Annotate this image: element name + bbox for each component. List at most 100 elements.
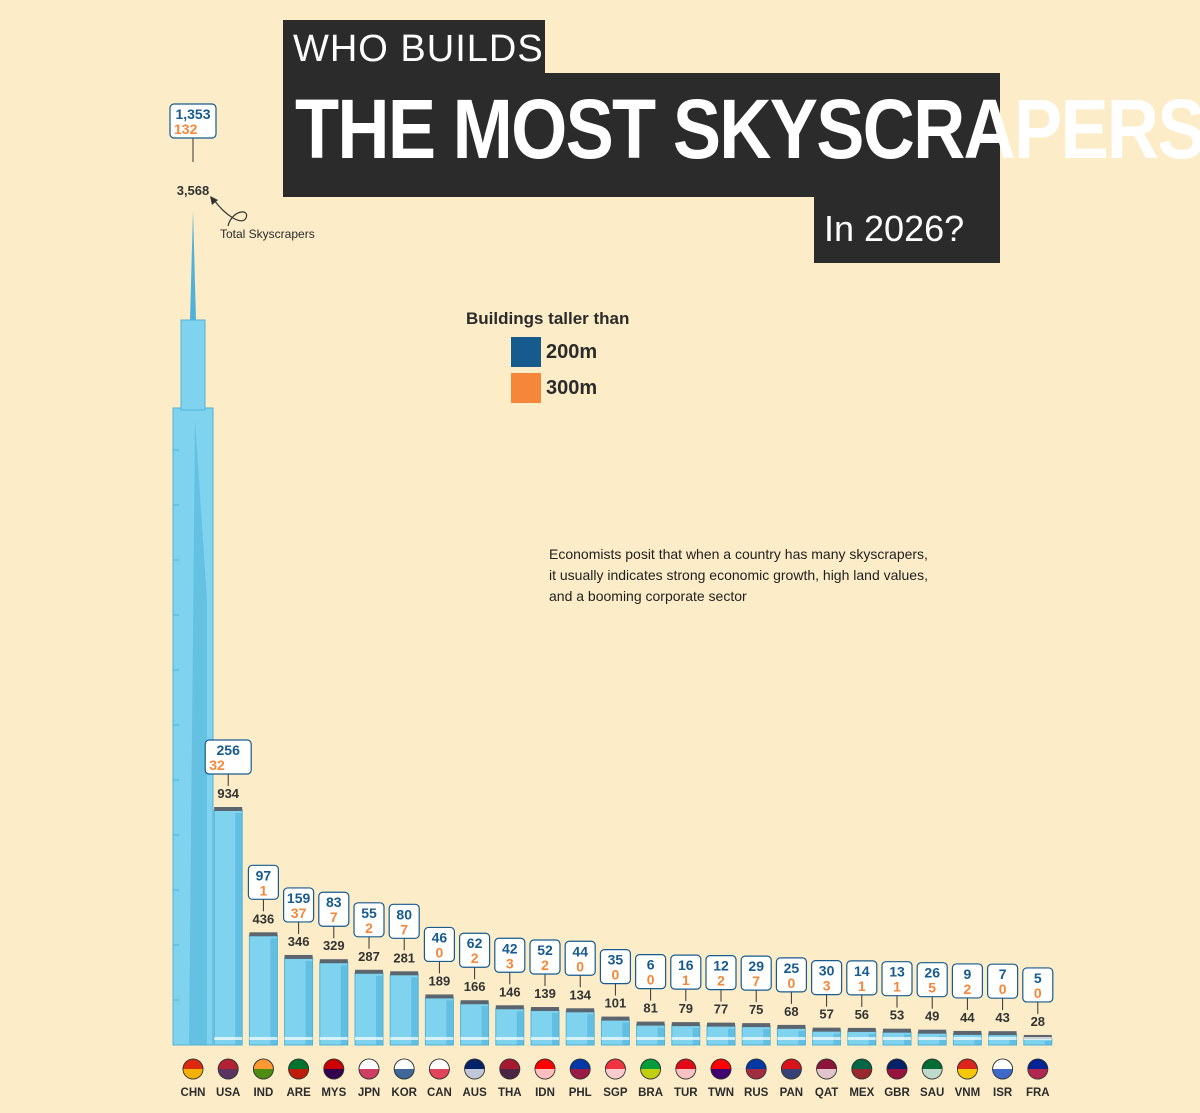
total-value-label: 43	[995, 1010, 1009, 1025]
flag-outline	[921, 1058, 943, 1080]
legend-title: Buildings taller than	[466, 309, 630, 328]
callout-200m-value: 29	[748, 958, 764, 974]
callout-300m-value: 2	[717, 973, 725, 989]
bar-tha: 146 423 THA	[494, 937, 526, 1099]
indonesia-flag-icon	[534, 1058, 556, 1080]
note-line: Economists posit that when a country has…	[549, 546, 928, 562]
flag-band	[218, 1069, 238, 1079]
legend-label-300m: 300m	[546, 377, 598, 399]
callout-box	[810, 960, 843, 996]
bar-side	[622, 1022, 630, 1045]
bar-roof	[707, 1022, 735, 1027]
bar-roof	[847, 1027, 876, 1032]
bar-lobby	[883, 1037, 911, 1040]
flag-band	[535, 1069, 555, 1079]
callout-box	[775, 957, 808, 993]
callout-box	[564, 940, 596, 976]
bar-side	[446, 1000, 454, 1045]
callout-200m-value: 159	[287, 890, 311, 906]
total-value-label: 49	[925, 1009, 939, 1024]
bar-side	[728, 1028, 735, 1045]
bar-twn: 77 122 TWN	[705, 955, 737, 1099]
callout-200m-value: 1,353	[175, 106, 210, 122]
total-value-label: 57	[819, 1007, 833, 1022]
flag-outline	[851, 1058, 873, 1080]
callout-300m-value: 1	[682, 972, 690, 988]
total-value-label: 3,568	[177, 183, 210, 198]
callout-200m-value: 7	[999, 966, 1007, 982]
category-label: PHL	[569, 1087, 592, 1099]
flag-outline	[957, 1058, 978, 1080]
bar-lobby	[390, 1037, 419, 1040]
callout-200m-value: 9	[964, 966, 972, 982]
bar-gbr: 53 131 GBR	[881, 961, 913, 1099]
bar-sau: 49 265 SAU	[916, 962, 948, 1099]
bar-side	[657, 1027, 665, 1045]
legend-label-200m: 200m	[546, 341, 598, 363]
vietnam-flag-icon	[957, 1058, 978, 1080]
callout-box	[1022, 967, 1054, 1003]
callout-200m-value: 42	[502, 940, 518, 956]
category-label: TWN	[708, 1087, 734, 1099]
bar-vnm: 44 92 VNM	[951, 963, 984, 1099]
legend-swatch-300m	[511, 373, 541, 403]
total-value-label: 329	[323, 938, 345, 953]
legend-swatch-200m	[511, 337, 541, 367]
callout-box	[846, 960, 878, 996]
bar-crown	[180, 319, 206, 411]
callout-300m-value: 0	[436, 944, 444, 960]
flag-outline	[358, 1058, 380, 1080]
flag-outline	[992, 1058, 1013, 1080]
total-value-label: 281	[393, 950, 415, 965]
flag-band	[711, 1069, 731, 1079]
bar-roof	[566, 1008, 595, 1013]
bar-lobby	[531, 1037, 559, 1040]
flag-band	[605, 1069, 625, 1079]
callout-200m-value: 5	[1034, 970, 1042, 986]
india-flag-icon	[252, 1058, 274, 1080]
flag-outline	[745, 1058, 767, 1080]
bar-rus: 75 297 RUS	[740, 955, 772, 1099]
total-annotation-arrow	[210, 196, 248, 227]
category-label: AUS	[462, 1087, 487, 1099]
callout-box	[169, 103, 217, 139]
japan-flag-icon	[358, 1058, 380, 1080]
bar-side	[1044, 1040, 1052, 1045]
bar-side	[340, 965, 348, 1045]
bar-lobby	[707, 1037, 735, 1040]
flag-outline	[605, 1058, 626, 1080]
callout-200m-value: 12	[713, 958, 729, 974]
brazil-flag-icon	[640, 1058, 661, 1080]
bar-idn: 139 522 IDN	[529, 939, 561, 1099]
category-label: VNM	[955, 1087, 981, 1099]
flag-outline	[323, 1058, 345, 1080]
total-value-label: 134	[569, 987, 591, 1002]
bar-shadow	[189, 420, 207, 1045]
callout-300m-value: 1	[858, 978, 866, 994]
bar-spire	[190, 210, 196, 320]
category-label: BRA	[638, 1087, 663, 1099]
total-value-label: 44	[960, 1010, 975, 1025]
bar-lobby	[636, 1037, 665, 1040]
russia-flag-icon	[745, 1058, 767, 1080]
flag-outline	[428, 1058, 450, 1080]
callout-200m-value: 25	[784, 960, 800, 976]
category-label: MYS	[321, 1087, 346, 1099]
bar-roof	[319, 959, 348, 964]
callout-300m-value: 2	[964, 981, 972, 997]
flag-outline	[464, 1058, 486, 1080]
callout-200m-value: 44	[572, 943, 588, 959]
title-line-2: THE MOST SKYSCRAPERS	[295, 82, 1200, 176]
callout-300m-value: 32	[209, 757, 225, 773]
callout-box	[986, 963, 1019, 999]
total-value-label: 287	[358, 949, 380, 964]
flag-band	[465, 1069, 485, 1079]
flag-band	[253, 1069, 273, 1079]
flag-outline	[217, 1058, 239, 1080]
flag-band	[570, 1069, 590, 1079]
flag-outline	[182, 1058, 204, 1080]
callout-300m-value: 0	[576, 958, 584, 974]
callout-300m-value: 0	[647, 972, 655, 988]
flag-outline	[886, 1058, 908, 1080]
